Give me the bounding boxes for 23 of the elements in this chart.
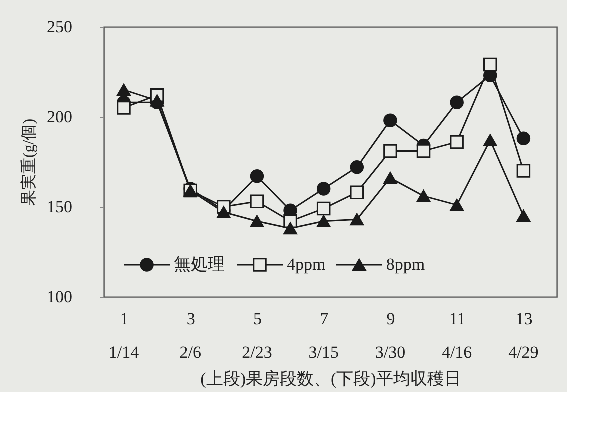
x-tick-label: 5 bbox=[253, 310, 262, 328]
x-tick-label: 3 bbox=[186, 310, 196, 328]
legend-label: 4ppm bbox=[287, 255, 326, 274]
y-tick-label: 150 bbox=[47, 198, 72, 216]
x-tick-label: 1 bbox=[120, 310, 129, 328]
y-tick-label: 200 bbox=[47, 108, 72, 126]
text: 3/15 bbox=[308, 343, 339, 362]
text: 2/23 bbox=[242, 343, 272, 362]
x-tick-label: 9 bbox=[386, 310, 396, 328]
text: 4/29 bbox=[508, 343, 539, 362]
x-tick-label: 7 bbox=[320, 310, 330, 328]
x-tick-label: 13 bbox=[516, 310, 533, 328]
x-tick-label: 11 bbox=[449, 310, 466, 328]
x-axis-title: (上段)果房段数、(下段)平均収穫日 bbox=[200, 370, 462, 388]
legend-label: 無処理 bbox=[174, 255, 225, 274]
text: 1/14 bbox=[108, 343, 140, 362]
y-tick-label: 250 bbox=[47, 18, 72, 36]
legend-label: 8ppm bbox=[386, 255, 426, 274]
text: 3/30 bbox=[375, 343, 406, 362]
y-axis-title: 果実重(g/個) bbox=[20, 118, 38, 206]
y-tick-label: 100 bbox=[47, 288, 72, 306]
text: 4/16 bbox=[442, 343, 472, 362]
text: 2/6 bbox=[180, 343, 202, 362]
